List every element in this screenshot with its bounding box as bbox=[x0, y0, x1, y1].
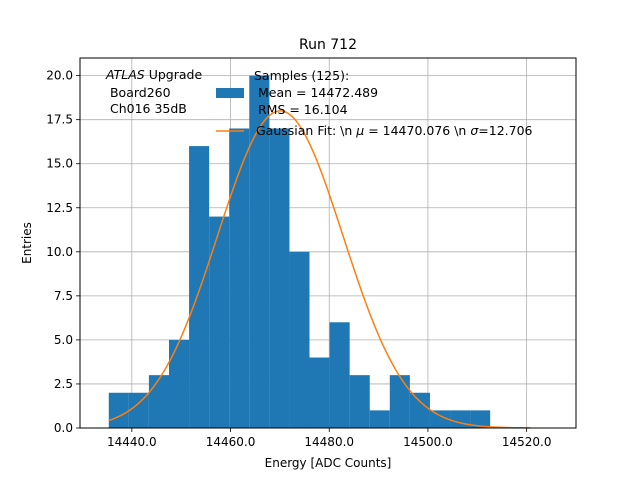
histogram-bar bbox=[128, 392, 149, 428]
histogram-bar bbox=[189, 146, 210, 428]
y-tick-label: 7.5 bbox=[54, 289, 73, 303]
atlas-label: ATLAS Upgrade bbox=[105, 67, 202, 82]
histogram-bar bbox=[470, 410, 491, 428]
y-tick-label: 20.0 bbox=[46, 69, 73, 83]
histogram-bar bbox=[309, 357, 330, 428]
atlas-annotation: ATLAS Upgrade Board260 Ch016 35dB bbox=[105, 67, 202, 116]
atlas-word: ATLAS bbox=[105, 67, 145, 82]
y-tick-label: 0.0 bbox=[54, 421, 73, 435]
plot-frame bbox=[79, 57, 577, 429]
histogram-bar bbox=[429, 410, 451, 428]
histogram-bar bbox=[289, 251, 310, 428]
x-axis-title: Energy [ADC Counts] bbox=[265, 456, 392, 470]
histogram-bar bbox=[229, 128, 250, 428]
grid-lines bbox=[80, 58, 576, 429]
x-tick-label: 14480.0 bbox=[304, 435, 354, 449]
legend-fit-label: Gaussian Fit: \n μ = 14470.076 \n σ=12.7… bbox=[256, 123, 533, 138]
y-tick-label: 5.0 bbox=[54, 333, 73, 347]
y-tick-label: 2.5 bbox=[54, 377, 73, 391]
legend-samples-line-3: RMS = 16.104 bbox=[254, 102, 348, 117]
y-tick-label: 15.0 bbox=[46, 157, 73, 171]
histogram-bar bbox=[389, 375, 410, 428]
y-axis-ticks: 0.0 2.5 5.0 7.5 10.0 12.5 15.0 17.5 20.0 bbox=[46, 69, 80, 435]
y-axis-title: Entries bbox=[20, 222, 34, 264]
x-tick-label: 14520.0 bbox=[502, 435, 552, 449]
histogram-bar bbox=[349, 375, 370, 428]
x-tick-label: 14440.0 bbox=[107, 435, 157, 449]
y-tick-label: 10.0 bbox=[46, 245, 73, 259]
channel-label: Ch016 35dB bbox=[106, 101, 187, 116]
histogram-bar bbox=[450, 410, 471, 428]
legend-samples-swatch bbox=[216, 88, 244, 98]
histogram-bar bbox=[249, 75, 270, 428]
legend: Samples (125): Mean = 14472.489 RMS = 16… bbox=[216, 68, 533, 138]
histogram-bar bbox=[409, 392, 430, 428]
histogram-bar bbox=[209, 216, 230, 428]
histogram-bars bbox=[108, 75, 491, 428]
histogram-bar bbox=[329, 322, 350, 428]
histogram-bar bbox=[108, 392, 129, 428]
x-tick-label: 14460.0 bbox=[206, 435, 256, 449]
chart-title: Run 712 bbox=[299, 37, 357, 53]
histogram-bar bbox=[148, 375, 169, 428]
gaussian-fit-curve bbox=[108, 110, 531, 429]
y-tick-label: 12.5 bbox=[46, 201, 73, 215]
histogram-bar bbox=[168, 339, 190, 428]
y-tick-label: 17.5 bbox=[46, 113, 73, 127]
upgrade-word: Upgrade bbox=[145, 67, 203, 82]
board-label: Board260 bbox=[106, 85, 171, 100]
legend-samples-line-1: Samples (125): bbox=[254, 68, 349, 83]
x-axis-ticks: 14440.0 14460.0 14480.0 14500.0 14520.0 bbox=[107, 428, 551, 449]
legend-samples-line-2: Mean = 14472.489 bbox=[254, 85, 378, 100]
x-tick-label: 14500.0 bbox=[403, 435, 453, 449]
histogram-bar bbox=[269, 128, 290, 428]
histogram-bar bbox=[369, 410, 390, 428]
